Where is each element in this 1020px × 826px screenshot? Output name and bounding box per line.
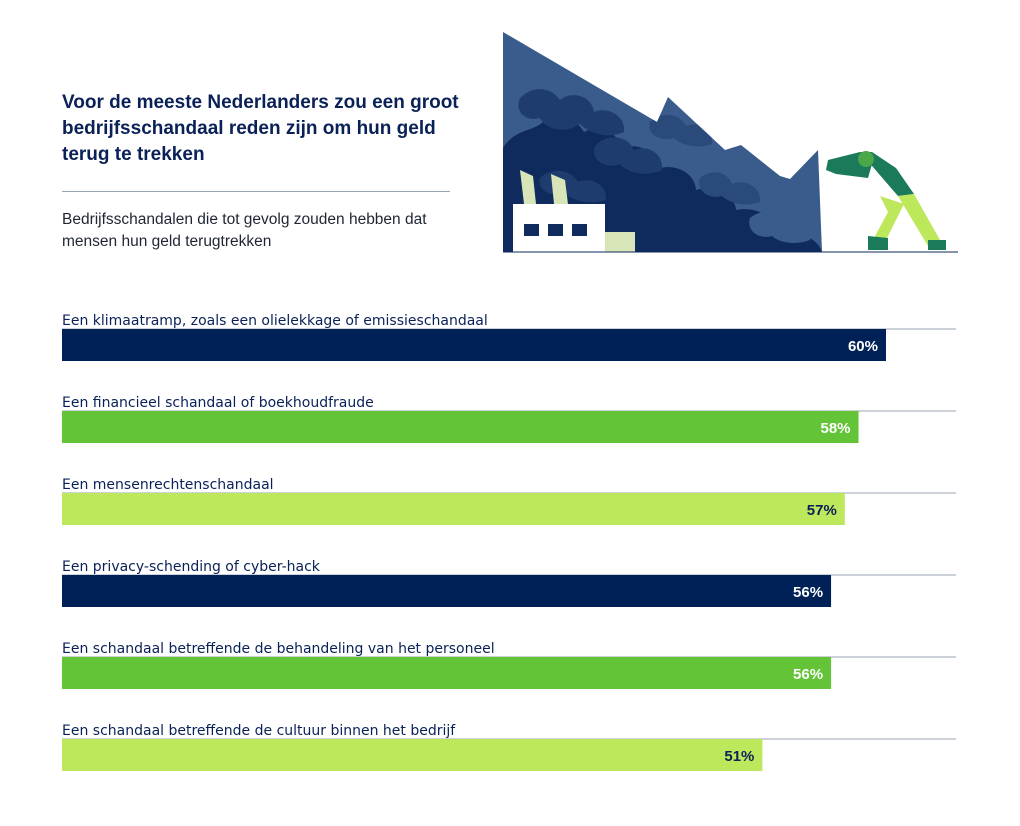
category-label: Een privacy-schending of cyber-hack [62, 559, 321, 575]
bar [62, 493, 845, 525]
value-label: 51% [724, 748, 754, 765]
value-label: 56% [793, 666, 823, 683]
factory-smoke-illustration [503, 32, 958, 253]
bar-group: Een schandaal betreffende de cultuur bin… [62, 723, 956, 771]
chart-subtitle: Bedrijfsschandalen die tot gevolg zouden… [62, 211, 427, 250]
value-label: 56% [793, 584, 823, 601]
chart-title: Voor de meeste Nederlanders zou een groo… [62, 92, 459, 165]
category-label: Een schandaal betreffende de behandeling… [62, 641, 495, 657]
bar-group: Een financieel schandaal of boekhoudfrau… [62, 395, 956, 443]
category-label: Een financieel schandaal of boekhoudfrau… [62, 395, 374, 411]
category-label: Een klimaatramp, zoals een olielekkage o… [62, 313, 488, 329]
category-label: Een schandaal betreffende de cultuur bin… [62, 723, 456, 739]
bar-group: Een privacy-schending of cyber-hack 56% [62, 559, 956, 607]
bar-group: Een mensenrechtenschandaal 57% [62, 477, 956, 525]
bar [62, 657, 832, 689]
bar-group: Een klimaatramp, zoals een olielekkage o… [62, 313, 956, 361]
bar-group: Een schandaal betreffende de behandeling… [62, 641, 956, 689]
title-divider [62, 191, 450, 192]
value-label: 58% [821, 420, 851, 437]
bar [62, 739, 763, 771]
bar [62, 329, 886, 361]
bar [62, 411, 859, 443]
category-label: Een mensenrechtenschandaal [62, 477, 274, 493]
value-label: 57% [807, 502, 837, 519]
bar [62, 575, 832, 607]
value-label: 60% [848, 338, 878, 355]
